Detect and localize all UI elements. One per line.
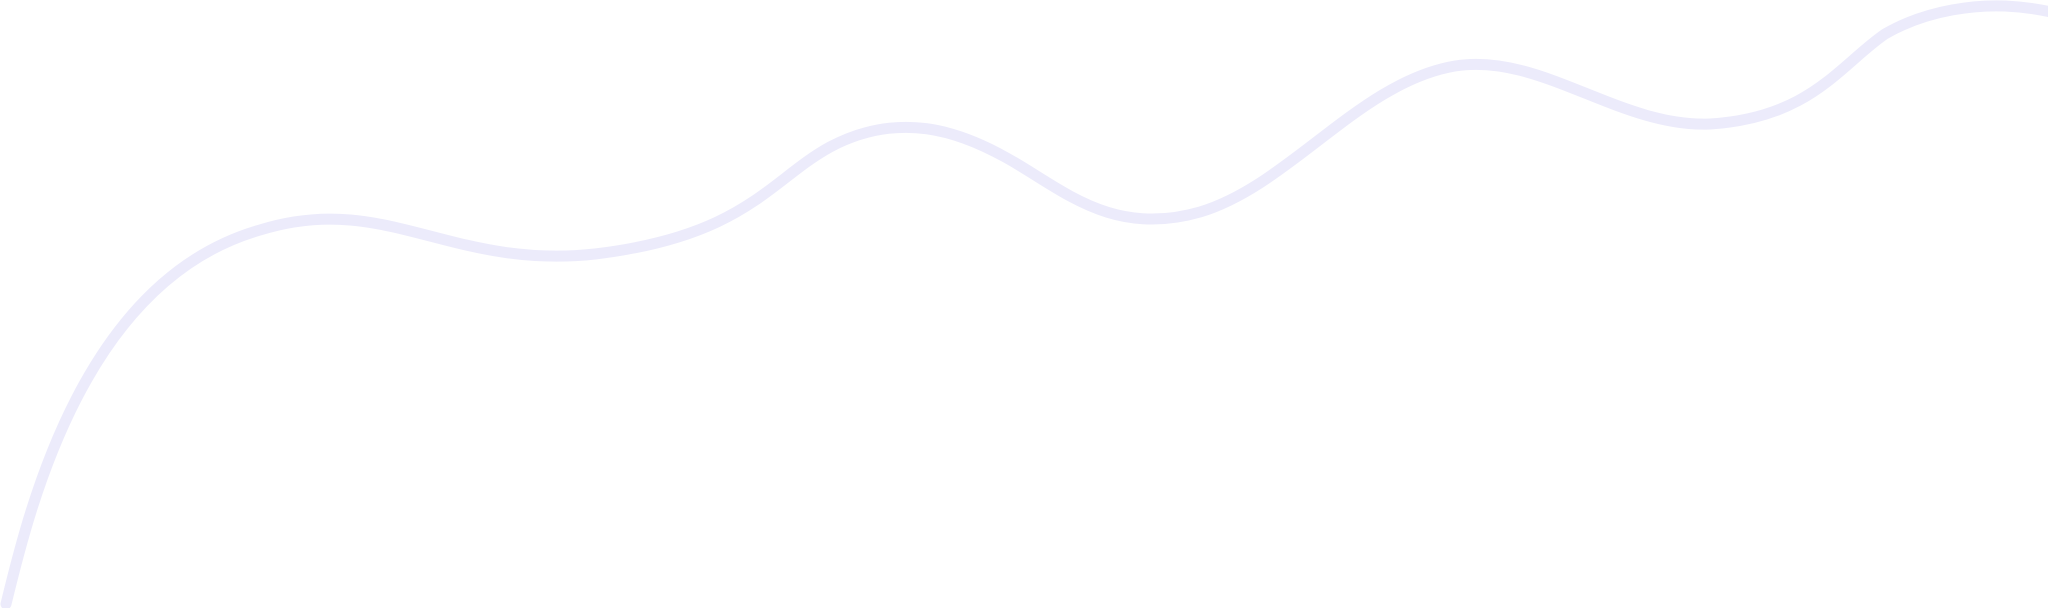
decorative-wave-canvas [0,0,2048,608]
decorative-wavy-line [0,0,2048,608]
